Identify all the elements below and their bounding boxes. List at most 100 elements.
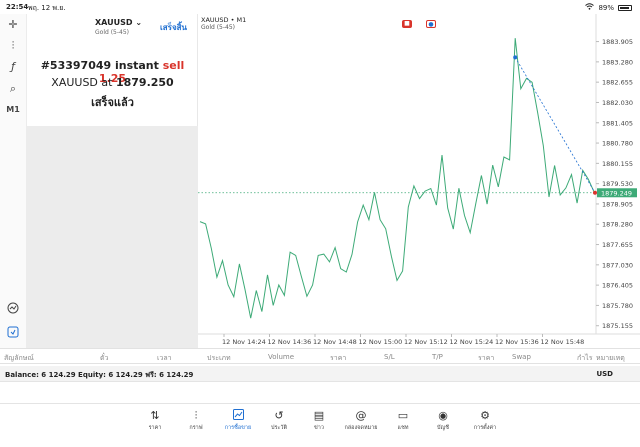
trade-icon	[218, 409, 258, 422]
trade-levels-icon[interactable]	[5, 302, 21, 318]
nav-history[interactable]: ↺ ประวัติ	[259, 409, 299, 432]
sell-marker-icon[interactable]: ■	[402, 20, 412, 28]
col-swap: Swap	[512, 353, 531, 361]
y-tick-label: 1877.030	[602, 261, 633, 269]
trade-entry-point	[513, 55, 518, 60]
y-tick-label: 1878.905	[602, 200, 633, 208]
trade-connector-line	[514, 57, 596, 193]
bottom-nav: ⇅ ราคา ⫶ กราฟ การซื้อขาย ↺ ประวัติ ▤ ข่า…	[0, 403, 640, 447]
col-symbol: สัญลักษณ์	[4, 354, 34, 362]
crosshair-icon[interactable]: ✛	[8, 18, 18, 31]
chart-type-icon[interactable]: ⫶	[11, 39, 15, 52]
nav-chat-label: แชท	[397, 425, 409, 431]
history-icon: ↺	[274, 409, 284, 422]
indicator-icon[interactable]: ƒ	[11, 60, 15, 73]
nav-chat[interactable]: ▭ แชท	[383, 409, 423, 432]
price-chart[interactable]: 1883.905 1883.280 1882.655 1882.030 1881.405…	[198, 14, 640, 348]
nav-quotes[interactable]: ⇅ ราคา	[135, 409, 175, 432]
y-tick-label: 1880.155	[602, 160, 633, 168]
buy-marker-icon[interactable]: ●	[426, 20, 436, 28]
symbol-description: Gold (5-45)	[95, 29, 130, 36]
objects-icon[interactable]: ⌕	[9, 82, 17, 95]
nav-trade[interactable]: การซื้อขาย	[218, 409, 258, 432]
col-type: ประเภท	[207, 354, 231, 362]
battery-percent: 89%	[598, 3, 614, 12]
nav-settings[interactable]: ⚙ การตั้งค่า	[465, 409, 505, 432]
col-time: เวลา	[157, 354, 172, 362]
price-symbol-at: XAUUSD at	[51, 76, 116, 89]
wifi-icon	[585, 3, 595, 12]
trade-table-header: สัญลักษณ์ ตั๋ว เวลา ประเภท Volume ราคา S…	[0, 348, 640, 364]
execution-price: 1879.250	[115, 76, 174, 89]
col-comment: หมายเหตุ	[596, 354, 625, 362]
x-tick-label: 12 Nov 14:36	[268, 338, 312, 346]
status-time: 22:54	[6, 3, 29, 11]
chevron-down-icon: ⌄	[135, 18, 143, 27]
done-button[interactable]: เสร็จสิ้น	[160, 23, 187, 32]
trade-result-panel: XAUUSD ⌄ Gold (5-45) เสร็จสิ้น #53397049…	[27, 14, 198, 126]
order-prefix: #53397049 instant	[40, 59, 163, 72]
nav-chart[interactable]: ⫶ กราฟ	[176, 409, 216, 432]
x-tick-label: 12 Nov 15:12	[404, 338, 448, 346]
panel-backdrop	[27, 126, 198, 348]
x-tick-label: 12 Nov 15:48	[541, 338, 585, 346]
chart-symbol: XAUUSD • M1	[201, 16, 247, 24]
timeframe-button[interactable]: M1	[6, 105, 20, 114]
nav-quotes-label: ราคา	[148, 425, 162, 431]
x-tick-label: 12 Nov 15:00	[359, 338, 403, 346]
left-toolbar: ✛ ⫶ ƒ ⌕ M1	[0, 14, 27, 348]
trade-exit-point	[593, 190, 597, 195]
status-bar: 22:54 พฤ. 12 พ.ย. 89%	[0, 0, 640, 14]
chart-icon: ⫶	[194, 409, 198, 422]
accounts-icon: ◉	[438, 409, 448, 422]
balance-currency: USD	[596, 370, 613, 378]
current-price-tag	[597, 188, 637, 198]
price-series-line	[199, 38, 595, 319]
battery-icon	[618, 4, 632, 11]
nav-mailbox-label: กล่องจดหมาย	[344, 425, 378, 431]
x-tick-label: 12 Nov 14:24	[222, 338, 266, 346]
col-profit: กำไร	[577, 354, 593, 362]
x-tick-label: 12 Nov 14:48	[313, 338, 357, 346]
y-tick-label: 1877.655	[602, 241, 633, 249]
nav-accounts-label: บัญชี	[437, 425, 449, 431]
symbol-selector[interactable]: XAUUSD ⌄	[95, 18, 142, 27]
quotes-icon: ⇅	[150, 409, 160, 422]
col-ticket: ตั๋ว	[100, 354, 109, 362]
y-tick-label: 1880.780	[602, 140, 633, 148]
settings-icon: ⚙	[480, 409, 490, 422]
y-tick-label: 1879.530	[602, 180, 633, 188]
chat-icon: ▭	[397, 409, 409, 422]
y-tick-label: 1882.655	[602, 79, 633, 87]
nav-trade-label: การซื้อขาย	[224, 425, 252, 431]
chart-canvas: 1883.905 1883.280 1882.655 1882.030 1881.405…	[198, 14, 640, 346]
nav-accounts[interactable]: ◉ บัญชี	[423, 409, 463, 432]
symbol-name: XAUUSD	[95, 18, 133, 27]
nav-chart-label: กราฟ	[189, 425, 203, 431]
x-tick-label: 12 Nov 15:36	[495, 338, 539, 346]
mailbox-icon: @	[355, 409, 367, 422]
y-tick-label: 1878.280	[602, 221, 633, 229]
current-price-label: 1879.249	[601, 189, 632, 197]
col-price: ราคา	[330, 354, 347, 362]
order-action: sell 1.25	[98, 59, 185, 85]
status-date: พฤ. 12 พ.ย.	[28, 4, 66, 12]
col-tp: T/P	[432, 353, 443, 361]
y-tick-label: 1883.905	[602, 38, 633, 46]
nav-mailbox[interactable]: @ กล่องจดหมาย	[341, 409, 381, 432]
balance-text: Balance: 6 124.29 Equity: 6 124.29 ฟรี: …	[5, 371, 194, 379]
y-tick-label: 1881.405	[602, 119, 633, 127]
y-tick-label: 1875.155	[602, 322, 633, 330]
y-tick-label: 1876.405	[602, 282, 633, 290]
nav-news[interactable]: ▤ ข่าว	[299, 409, 339, 432]
y-tick-label: 1882.030	[602, 99, 633, 107]
order-line: #53397049 instant sell 1.25	[27, 59, 198, 85]
y-tick-label: 1883.280	[602, 58, 633, 66]
status-right: 89%	[585, 3, 632, 12]
balance-bar: Balance: 6 124.29 Equity: 6 124.29 ฟรี: …	[0, 366, 640, 382]
col-current-price: ราคา	[478, 354, 495, 362]
order-status: เสร็จแล้ว	[91, 96, 134, 109]
nav-settings-label: การตั้งค่า	[473, 425, 497, 431]
one-click-trading-icon[interactable]	[5, 326, 21, 342]
